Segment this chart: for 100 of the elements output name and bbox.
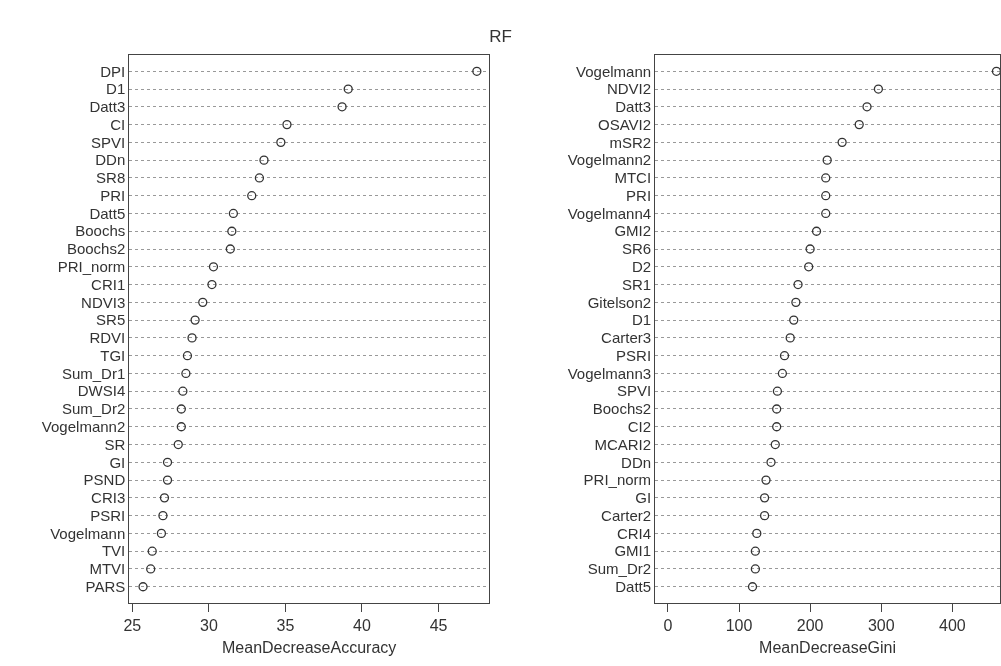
y-tick-label: Vogelmann	[576, 62, 652, 80]
point	[811, 226, 822, 236]
y-tick-label: SR5	[96, 311, 126, 329]
point	[190, 315, 200, 325]
y-tick-label: PSRI	[90, 506, 126, 524]
point	[146, 564, 156, 574]
x-tick-label: 100	[725, 616, 753, 634]
y-tick-label: PRI_norm	[583, 471, 652, 489]
point	[276, 137, 286, 148]
y-tick-label: Datt3	[615, 98, 652, 116]
y-tick-label: Datt5	[615, 577, 652, 595]
y-tick-label: mSR2	[609, 133, 652, 151]
y-tick-label: Gitelson2	[587, 293, 652, 311]
x-axis-title: MeanDecreaseGini	[759, 638, 897, 656]
x-tick-label: 400	[939, 616, 966, 634]
y-tick-label: Vogelmann2	[41, 418, 126, 436]
point	[772, 386, 783, 396]
y-tick-label: NDVI3	[81, 293, 126, 311]
point	[772, 422, 782, 432]
y-tick-label: GI	[109, 453, 126, 471]
point	[343, 84, 353, 94]
point	[208, 262, 219, 272]
point	[785, 333, 795, 343]
y-tick-label: GMI2	[614, 222, 652, 240]
point	[247, 191, 257, 201]
y-tick-label: CRI4	[616, 524, 652, 542]
point	[159, 493, 170, 503]
y-tick-label: DDn	[621, 453, 652, 471]
point	[178, 386, 188, 396]
y-tick-label: Boochs2	[592, 400, 652, 418]
y-tick-label: Vogelmann	[50, 524, 126, 542]
point	[228, 208, 239, 219]
y-tick-label: Boochs2	[66, 240, 126, 258]
y-tick-label: GI	[635, 489, 652, 507]
point	[225, 244, 235, 254]
y-tick-label: SPVI	[91, 133, 126, 151]
point	[162, 457, 173, 467]
y-tick-label: DPI	[100, 62, 126, 80]
point	[181, 368, 191, 379]
point	[227, 226, 237, 236]
y-tick-label: TGI	[100, 346, 126, 364]
point	[761, 475, 771, 485]
y-tick-label: NDVI2	[606, 80, 652, 98]
y-tick-label: RDVI	[89, 329, 126, 347]
y-tick-label: D2	[631, 258, 652, 276]
point	[789, 315, 799, 325]
point	[752, 528, 762, 539]
y-tick-label: CRI1	[91, 275, 126, 293]
y-tick-label: Sum_Dr2	[61, 400, 126, 418]
point	[805, 244, 815, 254]
y-tick-label: Vogelmann4	[567, 204, 652, 222]
point	[793, 279, 803, 290]
point	[750, 546, 761, 556]
y-tick-label: Sum_Dr2	[587, 560, 652, 578]
point	[822, 155, 832, 165]
y-tick-label: PRI	[100, 186, 126, 204]
point	[176, 422, 186, 432]
point	[770, 439, 780, 450]
point	[162, 475, 173, 485]
point	[779, 351, 790, 361]
y-tick-label: MTCI	[614, 169, 652, 187]
point	[837, 137, 847, 148]
y-tick-label: SR1	[621, 275, 652, 293]
y-tick-label: SR6	[621, 240, 652, 258]
y-tick-label: MTVI	[89, 560, 126, 578]
y-tick-label: Carter2	[601, 506, 652, 524]
y-tick-label: Vogelmann2	[567, 151, 652, 169]
y-tick-label: CI2	[627, 418, 652, 436]
x-tick-label: 40	[353, 616, 371, 634]
y-tick-label: DWSI4	[77, 382, 126, 400]
point	[176, 404, 186, 414]
y-tick-label: Vogelmann3	[567, 364, 652, 382]
point	[259, 155, 269, 165]
x-tick-label: 200	[796, 616, 824, 634]
y-tick-label: SR8	[96, 169, 126, 187]
point	[766, 457, 776, 467]
point	[777, 368, 788, 379]
point	[173, 439, 183, 450]
y-tick-label: PRI	[626, 186, 652, 204]
y-tick-label: CRI3	[91, 489, 126, 507]
point	[759, 510, 770, 521]
y-tick-label: PSRI	[616, 346, 652, 364]
x-axis-title: MeanDecreaseAccuracy	[222, 638, 397, 656]
y-tick-label: D1	[106, 80, 126, 98]
point	[198, 297, 208, 307]
point	[821, 208, 831, 219]
y-tick-label: TVI	[101, 542, 126, 560]
point	[187, 333, 197, 343]
point	[138, 582, 148, 592]
point	[791, 297, 801, 307]
x-tick-label: 25	[123, 616, 142, 634]
x-tick-label: 300	[867, 616, 895, 634]
point	[207, 279, 217, 290]
y-tick-label: Datt5	[89, 204, 126, 222]
point	[147, 546, 157, 556]
point	[854, 119, 864, 130]
x-tick-label: 45	[429, 616, 448, 634]
point	[747, 582, 758, 592]
point	[772, 404, 782, 414]
point	[750, 564, 761, 574]
